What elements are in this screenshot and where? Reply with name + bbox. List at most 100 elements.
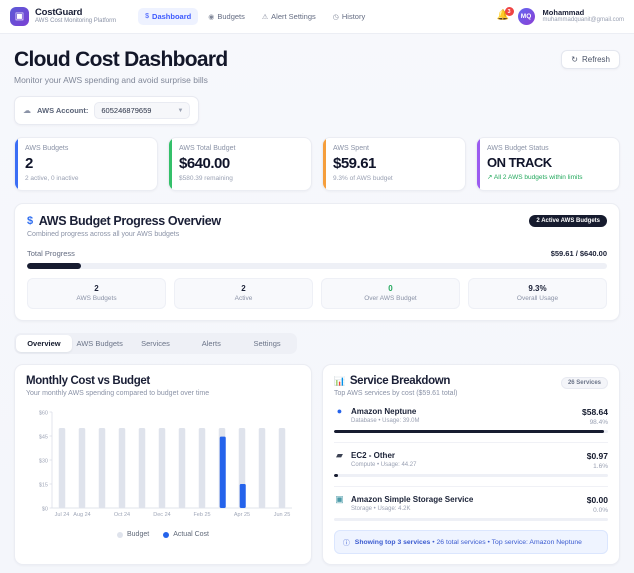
tab-overview[interactable]: Overview	[16, 335, 72, 352]
stat-label: AWS Budget Status	[487, 145, 549, 152]
avatar[interactable]: MQ	[517, 8, 535, 25]
total-progress-bar	[27, 263, 607, 269]
sub-stat-aws-budgets: 2 AWS Budgets	[27, 278, 166, 309]
service-progress-bar	[334, 518, 608, 521]
stat-note: $580.39 remaining	[179, 175, 233, 182]
service-name: Amazon Simple Storage Service	[351, 495, 474, 504]
list-item[interactable]: ▰ EC2 - Other Compute • Usage: 44.27 $0.…	[334, 450, 608, 477]
server-icon: ▰	[336, 450, 343, 460]
monthly-cost-vs-budget-panel: Monthly Cost vs Budget Your monthly AWS …	[14, 364, 312, 565]
total-progress-bar-fill	[27, 263, 81, 269]
sub-stat-over-budget: 0 Over AWS Budget	[321, 278, 460, 309]
stat-value: $640.00	[179, 155, 230, 172]
svg-text:$45: $45	[39, 435, 48, 441]
services-footer-note: ⓘ Showing top 3 services • 26 total serv…	[334, 530, 608, 554]
refresh-label: Refresh	[581, 55, 610, 64]
nav-item-history-label: History	[341, 12, 366, 21]
nav-item-alert-settings-label: Alert Settings	[271, 12, 316, 21]
svg-text:Jul 24: Jul 24	[55, 512, 70, 518]
nav-item-alert-settings[interactable]: ⚠ Alert Settings	[255, 8, 323, 25]
budget-progress-card: 2 Active AWS Budgets $ AWS Budget Progre…	[14, 203, 620, 321]
stat-note: ↗ All 2 AWS budgets within limits	[487, 173, 610, 181]
sub-stat-value: 9.3%	[528, 284, 547, 293]
refresh-button[interactable]: ↻ Refresh	[561, 50, 620, 69]
stat-card-aws-spent: AWS Spent $59.61 9.3% of AWS budget	[322, 137, 466, 191]
svg-text:Aug 24: Aug 24	[73, 512, 90, 518]
nav-item-dashboard[interactable]: $ Dashboard	[138, 8, 199, 25]
account-selector-row: ☁ AWS Account: 605246879659 ▼	[14, 96, 620, 125]
chevron-down-icon: ▼	[177, 107, 184, 114]
notifications-button[interactable]: 🔔 3	[496, 7, 514, 23]
account-selector[interactable]: ☁ AWS Account: 605246879659 ▼	[14, 96, 200, 125]
tab-alerts[interactable]: Alerts	[201, 339, 221, 348]
stat-label: AWS Spent	[333, 145, 369, 152]
notification-count-badge: 3	[504, 7, 514, 16]
progress-sub-stats: 2 AWS Budgets 2 Active 0 Over AWS Budget…	[27, 278, 607, 309]
progress-card-title-row: $ AWS Budget Progress Overview	[27, 214, 607, 228]
services-count-badge: 26 Services	[560, 377, 608, 389]
svg-text:$15: $15	[39, 483, 48, 489]
services-panel-title: Service Breakdown	[349, 375, 451, 387]
tab-services[interactable]: Services	[141, 339, 170, 348]
bucket-icon: ▣	[335, 494, 344, 504]
service-amount: $0.00	[586, 495, 608, 505]
legend-label-budget: Budget	[127, 531, 150, 538]
sub-stat-value: 2	[241, 284, 246, 293]
service-name: EC2 - Other	[351, 451, 396, 460]
service-list: ● Amazon Neptune Database • Usage: 39.0M…	[334, 406, 608, 521]
refresh-icon: ↻	[571, 55, 578, 64]
account-value: 605246879659	[101, 106, 152, 115]
total-progress-row: Total Progress $59.61 / $640.00	[27, 249, 607, 258]
page-title: Cloud Cost Dashboard	[14, 48, 228, 71]
service-progress-fill	[334, 474, 339, 477]
footer-strong: Showing top 3 services	[354, 538, 431, 546]
tab-settings[interactable]: Settings	[253, 339, 281, 348]
divider	[334, 486, 608, 487]
stat-card-aws-budgets: AWS Budgets 2 2 active, 0 inactive	[14, 137, 158, 191]
list-item[interactable]: ● Amazon Neptune Database • Usage: 39.0M…	[334, 406, 608, 433]
service-progress-bar	[334, 474, 608, 477]
sub-stat-overall-usage: 9.3% Overall Usage	[468, 278, 607, 309]
brand[interactable]: ▣ CostGuard AWS Cost Monitoring Platform	[10, 7, 116, 26]
stat-note: 9.3% of AWS budget	[333, 175, 393, 182]
page-subtitle: Monitor your AWS spending and avoid surp…	[14, 75, 208, 85]
divider	[334, 442, 608, 443]
service-amount: $0.97	[586, 451, 608, 461]
service-breakdown-panel: 26 Services 📊 Service Breakdown Top AWS …	[322, 364, 620, 565]
service-meta: Database • Usage: 39.0M	[351, 418, 420, 424]
legend-swatch-budget	[117, 531, 123, 538]
bell-icon: 🔔	[496, 10, 509, 21]
total-progress-value: $59.61 / $640.00	[550, 249, 607, 258]
costguard-logo-icon: ▣	[10, 7, 29, 26]
stat-value: 2	[25, 155, 33, 172]
nav-item-history[interactable]: ◷ History	[326, 8, 372, 25]
legend-label-actual-cost: Actual Cost	[173, 531, 209, 538]
footer-rest: • 26 total services • Top service: Amazo…	[430, 538, 582, 546]
service-percent: 1.6%	[593, 463, 608, 470]
tab-aws-budgets[interactable]: AWS Budgets	[76, 339, 123, 348]
svg-text:Apr 25: Apr 25	[234, 512, 250, 518]
service-progress-bar	[334, 430, 608, 433]
svg-text:Oct 24: Oct 24	[114, 512, 130, 518]
user-info[interactable]: Mohammad muhammadquanit@gmail.com	[543, 8, 624, 24]
list-item[interactable]: ▣ Amazon Simple Storage Service Storage …	[334, 494, 608, 521]
total-progress-label: Total Progress	[27, 249, 75, 258]
account-label: AWS Account:	[37, 106, 89, 115]
stat-card-aws-budget-status: AWS Budget Status ON TRACK ↗ All 2 AWS b…	[476, 137, 620, 191]
chart-legend: Budget Actual Cost	[26, 531, 300, 538]
brand-tagline: AWS Cost Monitoring Platform	[35, 18, 117, 25]
service-percent: 98.4%	[589, 419, 608, 426]
warning-icon: ⚠	[261, 13, 269, 21]
stat-card-aws-total-budget: AWS Total Budget $640.00 $580.39 remaini…	[168, 137, 312, 191]
dollar-icon: $	[27, 215, 33, 227]
tab-bar: Overview AWS Budgets Services Alerts Set…	[14, 333, 297, 354]
account-dropdown[interactable]: 605246879659 ▼	[94, 102, 191, 119]
service-progress-fill	[334, 430, 604, 433]
sub-stat-value: 0	[388, 284, 393, 293]
nav-item-budgets[interactable]: ◉ Budgets	[201, 8, 252, 25]
stat-note-text: All 2 AWS budgets within limits	[493, 174, 583, 181]
svg-text:Feb 25: Feb 25	[193, 512, 210, 518]
stat-label: AWS Total Budget	[179, 145, 236, 152]
nav-right-cluster: 🔔 3 MQ Mohammad muhammadquanit@gmail.com	[496, 7, 624, 25]
